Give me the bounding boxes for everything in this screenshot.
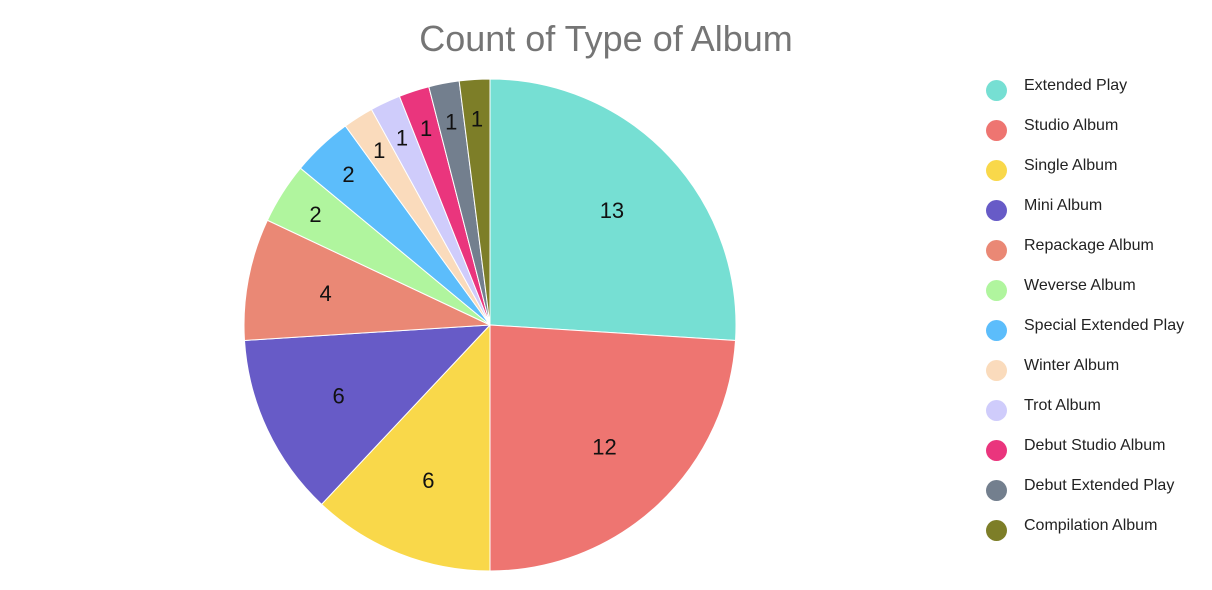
legend-item-winter-album: Winter Album <box>986 356 1206 396</box>
slice-value-label-mini-album: 6 <box>333 384 345 409</box>
legend-swatch <box>986 200 1007 221</box>
legend-item-repackage-album: Repackage Album <box>986 236 1206 276</box>
pie-slice-extended-play <box>489 78 737 341</box>
legend-label: Repackage Album <box>1024 237 1154 254</box>
slice-value-label-special-extended-play: 2 <box>342 162 354 187</box>
legend-label: Extended Play <box>1024 77 1128 94</box>
legend-swatch <box>986 320 1007 341</box>
legend-item-single-album: Single Album <box>986 156 1206 196</box>
slice-value-label-debut-studio-album: 1 <box>420 116 432 141</box>
legend-swatch <box>986 400 1007 421</box>
legend-item-special-extended-play: Special Extended Play <box>986 316 1206 356</box>
legend-swatch <box>986 80 1007 101</box>
slice-value-label-repackage-album: 4 <box>320 281 332 306</box>
legend-swatch <box>986 160 1007 181</box>
legend-label: Studio Album <box>1024 117 1119 134</box>
legend-item-compilation-album: Compilation Album <box>986 516 1206 556</box>
chart-title: Count of Type of Album <box>419 18 793 59</box>
slice-value-label-studio-album: 12 <box>592 434 616 459</box>
slice-value-label-winter-album: 1 <box>373 138 385 163</box>
legend-swatch <box>986 120 1007 141</box>
legend-label: Compilation Album <box>1024 517 1158 534</box>
legend-item-debut-studio-album: Debut Studio Album <box>986 436 1206 476</box>
slice-value-label-extended-play: 13 <box>600 198 624 223</box>
legend-swatch <box>986 240 1007 261</box>
legend-swatch <box>986 480 1007 501</box>
legend-item-weverse-album: Weverse Album <box>986 276 1206 316</box>
pie-slice-single-album <box>320 323 491 572</box>
legend-swatch <box>986 280 1007 301</box>
legend-swatch <box>986 440 1007 461</box>
legend-label: Single Album <box>1024 157 1118 174</box>
legend-item-debut-extended-play: Debut Extended Play <box>986 476 1206 516</box>
legend-item-trot-album: Trot Album <box>986 396 1206 436</box>
slice-value-label-compilation-album: 1 <box>471 106 483 131</box>
pie-slice-compilation-album <box>458 78 491 326</box>
pie-slice-studio-album <box>489 324 737 572</box>
pie-slice-repackage-album <box>243 219 491 341</box>
pie-slice-mini-album <box>243 324 492 506</box>
legend-label: Debut Extended Play <box>1024 477 1175 494</box>
legend-item-mini-album: Mini Album <box>986 196 1206 236</box>
legend-swatch <box>986 520 1007 541</box>
legend-swatch <box>986 360 1007 381</box>
legend-label: Special Extended Play <box>1024 317 1185 334</box>
legend-label: Debut Studio Album <box>1024 437 1166 454</box>
legend-item-extended-play: Extended Play <box>986 76 1206 116</box>
slice-value-label-single-album: 6 <box>422 468 434 493</box>
legend-label: Weverse Album <box>1024 277 1136 294</box>
slice-value-label-trot-album: 1 <box>396 126 408 151</box>
slice-value-label-debut-extended-play: 1 <box>445 110 457 135</box>
legend-item-studio-album: Studio Album <box>986 116 1206 156</box>
legend-label: Mini Album <box>1024 197 1103 214</box>
legend-label: Trot Album <box>1024 397 1101 414</box>
legend-label: Winter Album <box>1024 357 1120 374</box>
slice-value-label-weverse-album: 2 <box>309 202 321 227</box>
legend: Extended Play Studio Album Single Album Min… <box>986 76 1206 556</box>
